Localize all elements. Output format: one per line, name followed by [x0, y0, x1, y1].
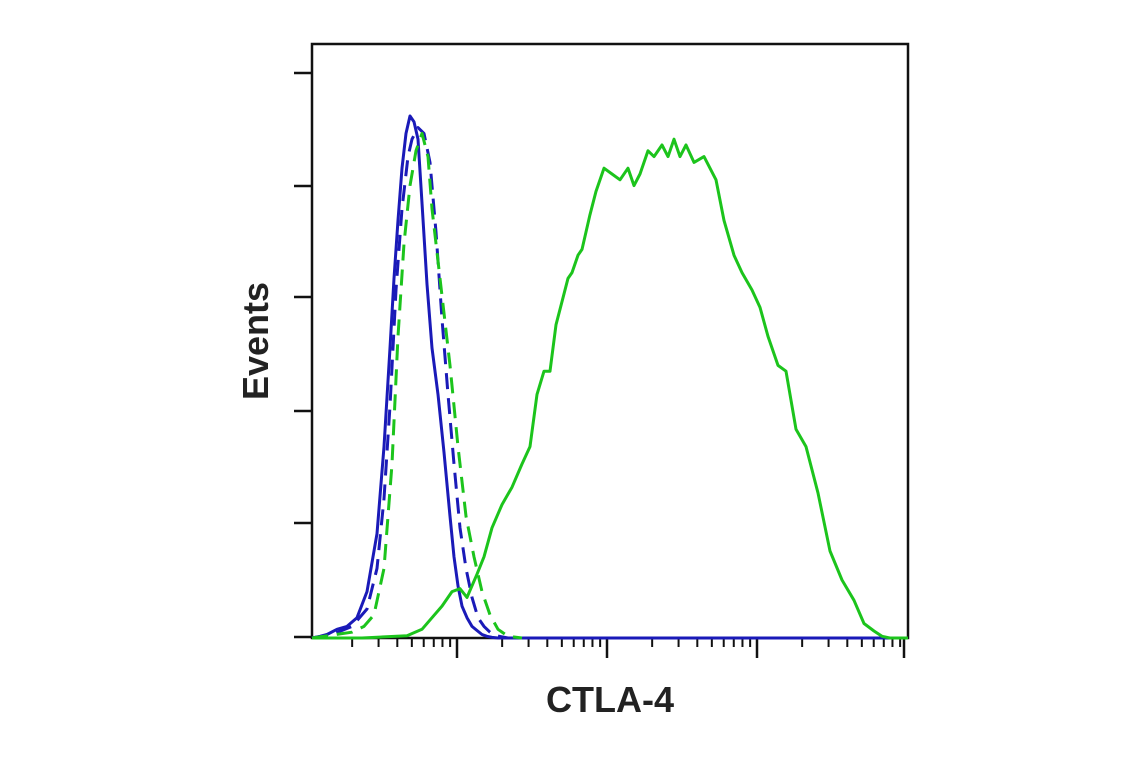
x-axis-ticks: [351, 638, 906, 658]
series-layer: [311, 114, 908, 640]
y-axis-label: Events: [235, 282, 276, 400]
plot-frame: [310, 42, 910, 640]
series-solid-3: [312, 137, 908, 640]
series-solid-0: [311, 114, 908, 640]
y-axis-ticks: [294, 71, 312, 639]
series-dashed-2: [311, 131, 523, 640]
series-dashed-1: [311, 126, 509, 640]
x-axis-label: CTLA-4: [546, 679, 674, 720]
